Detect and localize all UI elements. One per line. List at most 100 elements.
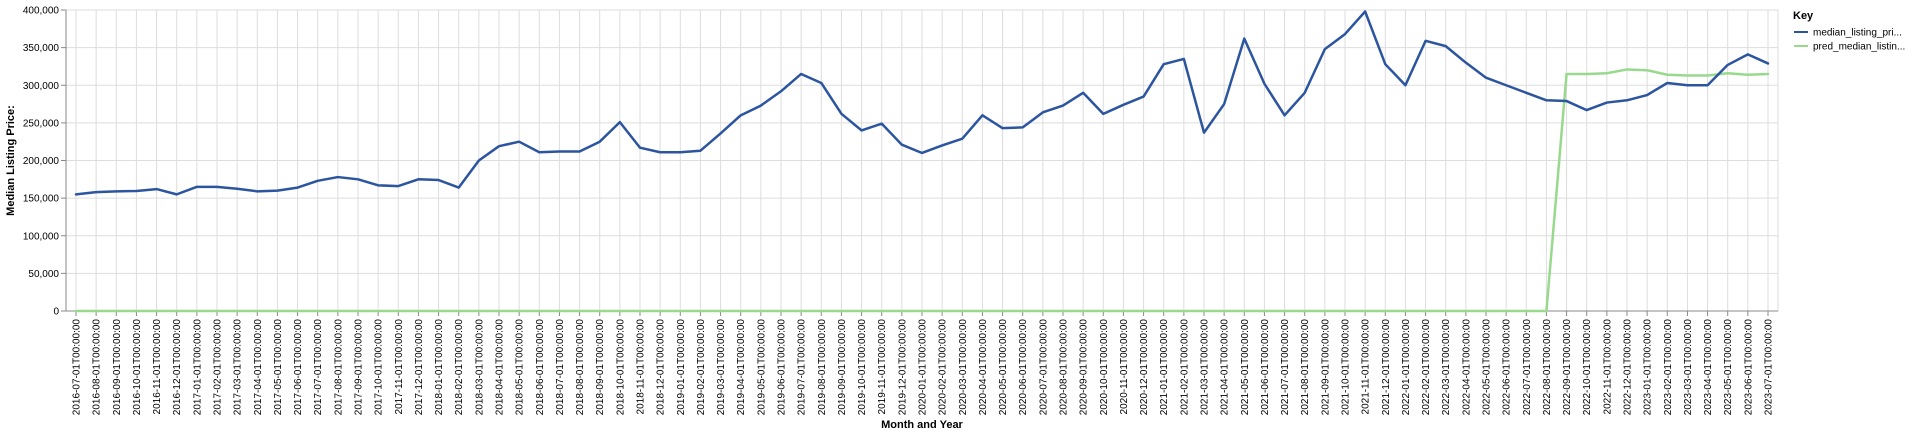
x-tick-label: 2016-07-01T00:00:00 [72,319,83,416]
x-tick-label: 2019-05-01T00:00:00 [756,319,767,416]
x-tick-label: 2017-08-01T00:00:00 [333,319,344,416]
y-tick-label: 200,000 [23,156,60,167]
x-tick-label: 2021-06-01T00:00:00 [1260,319,1271,416]
x-tick-label: 2017-03-01T00:00:00 [233,319,244,416]
x-tick-label: 2020-10-01T00:00:00 [1099,319,1110,416]
y-tick-label: 50,000 [28,269,59,280]
x-tick-label: 2020-02-01T00:00:00 [938,319,949,416]
x-tick-label: 2021-08-01T00:00:00 [1300,319,1311,416]
x-tick-label: 2021-03-01T00:00:00 [1200,319,1211,416]
series-lines [74,10,1770,313]
x-tick-label: 2017-11-01T00:00:00 [394,319,405,415]
x-tick-label: 2016-08-01T00:00:00 [92,319,103,416]
x-axis: 2016-07-01T00:00:00 2016-08-01T00:00:00 20… [66,310,1778,416]
x-tick-label: 2021-09-01T00:00:00 [1320,319,1331,416]
y-axis-title: Median Listing Price: [5,105,17,216]
x-tick-label: 2020-03-01T00:00:00 [958,319,969,416]
x-tick-label: 2019-09-01T00:00:00 [837,319,848,416]
x-tick-label: 2022-11-01T00:00:00 [1602,319,1613,415]
x-tick-label: 2019-11-01T00:00:00 [877,319,888,415]
x-tick-label: 2018-07-01T00:00:00 [555,319,566,416]
x-tick-label: 2021-04-01T00:00:00 [1220,319,1231,416]
x-tick-label: 2018-09-01T00:00:00 [595,319,606,416]
legend-title: Key [1793,10,1814,22]
y-tick-label: 400,000 [23,6,60,17]
series-line-pred-median-listing-price [74,68,1770,313]
x-tick-label: 2020-12-01T00:00:00 [1139,319,1150,416]
x-tick-label: 2023-06-01T00:00:00 [1743,319,1754,416]
x-tick-label: 2018-06-01T00:00:00 [535,319,546,416]
y-tick-label: 100,000 [23,231,60,242]
grid-lines [65,9,1779,312]
x-axis-title: Month and Year [881,419,963,431]
y-tick-label: 300,000 [23,81,60,92]
x-tick-label: 2018-05-01T00:00:00 [515,319,526,416]
x-tick-label: 2018-03-01T00:00:00 [474,319,485,416]
x-tick-label: 2018-02-01T00:00:00 [454,319,465,416]
y-tick-label: 0 [53,307,59,318]
y-tick-label: 250,000 [23,118,60,129]
y-tick-label: 350,000 [23,43,60,54]
x-tick-label: 2018-11-01T00:00:00 [636,319,647,415]
x-tick-label: 2020-05-01T00:00:00 [998,319,1009,416]
x-tick-label: 2021-11-01T00:00:00 [1361,319,1372,415]
x-tick-label: 2019-07-01T00:00:00 [797,319,808,416]
x-tick-label: 2019-12-01T00:00:00 [897,319,908,416]
x-tick-label: 2017-05-01T00:00:00 [273,319,284,416]
x-tick-label: 2022-09-01T00:00:00 [1562,319,1573,416]
x-tick-label: 2023-07-01T00:00:00 [1764,319,1775,416]
y-axis: 0 50,000 100,000 150,000 200,000 250,000 300,0… [23,6,67,318]
x-tick-label: 2023-03-01T00:00:00 [1683,319,1694,416]
x-tick-label: 2022-02-01T00:00:00 [1421,319,1432,416]
x-tick-label: 2022-10-01T00:00:00 [1582,319,1593,416]
x-tick-label: 2016-11-01T00:00:00 [152,319,163,415]
x-tick-label: 2020-09-01T00:00:00 [1079,319,1090,416]
x-tick-label: 2021-12-01T00:00:00 [1381,319,1392,416]
x-tick-label: 2019-06-01T00:00:00 [777,319,788,416]
x-tick-label: 2020-04-01T00:00:00 [978,319,989,416]
x-tick-label: 2016-10-01T00:00:00 [132,319,143,416]
x-tick-label: 2019-04-01T00:00:00 [736,319,747,416]
legend: Key median_listing_pri... pred_median_lis… [1793,10,1905,53]
series-line-median-listing-price [74,10,1770,196]
x-tick-label: 2020-08-01T00:00:00 [1059,319,1070,416]
x-tick-label: 2022-05-01T00:00:00 [1482,319,1493,416]
x-tick-label: 2020-06-01T00:00:00 [1018,319,1029,416]
x-tick-label: 2017-04-01T00:00:00 [253,319,264,416]
x-tick-label: 2023-04-01T00:00:00 [1703,319,1714,416]
x-tick-label: 2017-02-01T00:00:00 [213,319,224,416]
x-tick-label: 2020-07-01T00:00:00 [1038,319,1049,416]
x-tick-label: 2023-02-01T00:00:00 [1663,319,1674,416]
x-tick-label: 2021-02-01T00:00:00 [1179,319,1190,416]
x-tick-label: 2022-07-01T00:00:00 [1522,319,1533,416]
x-tick-label: 2021-10-01T00:00:00 [1341,319,1352,416]
y-tick-label: 150,000 [23,194,60,205]
x-tick-label: 2017-06-01T00:00:00 [293,319,304,416]
legend-label: pred_median_listin... [1813,42,1905,53]
x-tick-label: 2019-08-01T00:00:00 [817,319,828,416]
x-tick-label: 2021-05-01T00:00:00 [1240,319,1251,416]
x-tick-label: 2017-07-01T00:00:00 [313,319,324,416]
x-tick-label: 2019-01-01T00:00:00 [676,319,687,416]
x-tick-label: 2017-09-01T00:00:00 [354,319,365,416]
x-tick-label: 2021-07-01T00:00:00 [1280,319,1291,416]
x-tick-label: 2020-01-01T00:00:00 [918,319,929,416]
x-tick-label: 2016-09-01T00:00:00 [112,319,123,416]
x-tick-label: 2022-08-01T00:00:00 [1542,319,1553,416]
x-tick-label: 2018-12-01T00:00:00 [656,319,667,416]
x-tick-label: 2022-03-01T00:00:00 [1441,319,1452,416]
x-tick-label: 2019-02-01T00:00:00 [696,319,707,416]
x-tick-label: 2022-01-01T00:00:00 [1401,319,1412,416]
x-tick-label: 2017-12-01T00:00:00 [414,319,425,416]
x-tick-label: 2017-01-01T00:00:00 [192,319,203,416]
x-tick-label: 2019-10-01T00:00:00 [857,319,868,416]
x-tick-label: 2020-11-01T00:00:00 [1119,319,1130,415]
x-tick-label: 2016-12-01T00:00:00 [172,319,183,416]
x-tick-label: 2018-08-01T00:00:00 [575,319,586,416]
x-tick-label: 2021-01-01T00:00:00 [1159,319,1170,416]
x-tick-label: 2018-01-01T00:00:00 [434,319,445,416]
x-tick-label: 2022-04-01T00:00:00 [1461,319,1472,416]
x-tick-label: 2022-06-01T00:00:00 [1502,319,1513,416]
x-tick-label: 2019-03-01T00:00:00 [716,319,727,416]
